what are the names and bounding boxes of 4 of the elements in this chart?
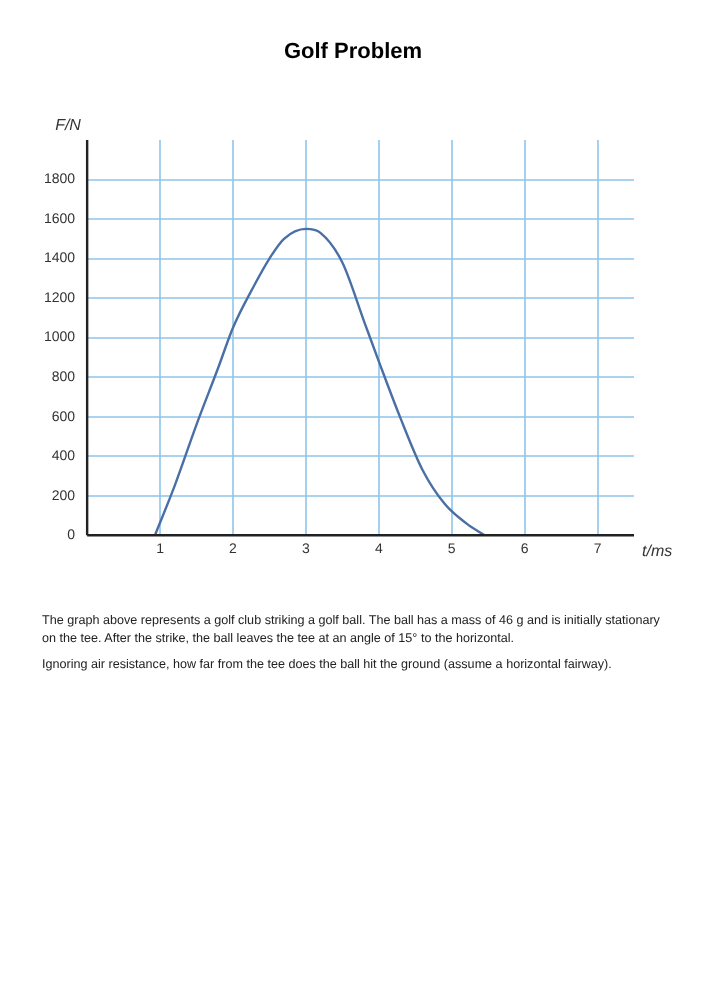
line-series (153, 227, 486, 536)
y-axis-title: F/N (55, 116, 82, 135)
x-axis-title: t/ms (642, 541, 673, 560)
chart-title: Golf Problem (281, 40, 425, 64)
